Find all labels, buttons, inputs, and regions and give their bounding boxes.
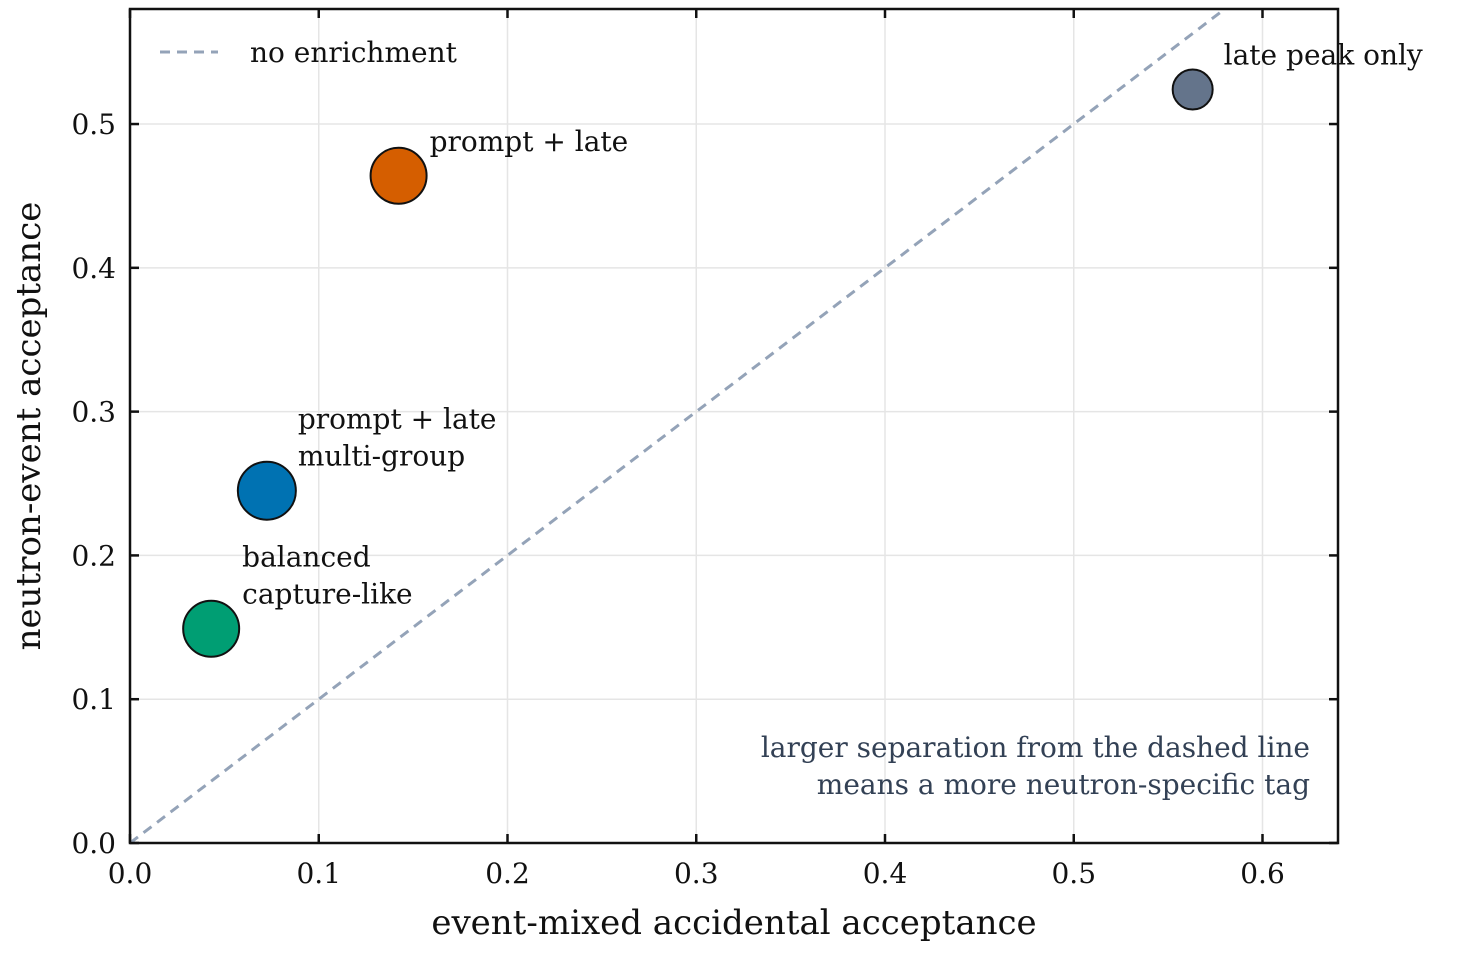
y-tick-label: 0.2 <box>71 539 116 572</box>
scatter-point <box>182 599 241 658</box>
x-tick-label: 0.4 <box>863 857 908 890</box>
x-tick-label: 0.1 <box>296 857 341 890</box>
x-tick-label: 0.3 <box>674 857 719 890</box>
x-tick-label: 0.6 <box>1240 857 1285 890</box>
x-axis-label: event-mixed accidental acceptance <box>431 903 1036 943</box>
x-tick-label: 0.2 <box>485 857 530 890</box>
point-label: prompt + late <box>298 403 497 436</box>
y-tick-label: 0.3 <box>71 396 116 429</box>
scatter-point <box>369 146 428 205</box>
point-label: prompt + late <box>430 125 629 158</box>
scatter-point <box>1171 68 1214 111</box>
point-label: balanced <box>242 541 371 574</box>
x-tick-label: 0.0 <box>108 857 153 890</box>
annotation: means a more neutron-specific tag <box>817 768 1310 801</box>
y-tick-label: 0.0 <box>71 827 116 860</box>
scatter-point <box>236 460 297 521</box>
annotation: larger separation from the dashed line <box>761 731 1310 764</box>
y-tick-label: 0.4 <box>71 252 116 285</box>
point-label: late peak only <box>1224 39 1423 72</box>
y-axis-label: neutron-event acceptance <box>9 202 49 651</box>
y-tick-label: 0.5 <box>71 108 116 141</box>
point-label: capture-like <box>242 578 412 611</box>
reference-line <box>130 9 1226 843</box>
legend-label: no enrichment <box>250 36 458 69</box>
plot-frame <box>128 7 1340 845</box>
y-tick-label: 0.1 <box>71 683 116 716</box>
point-label: multi-group <box>298 440 465 473</box>
x-tick-label: 0.5 <box>1051 857 1096 890</box>
